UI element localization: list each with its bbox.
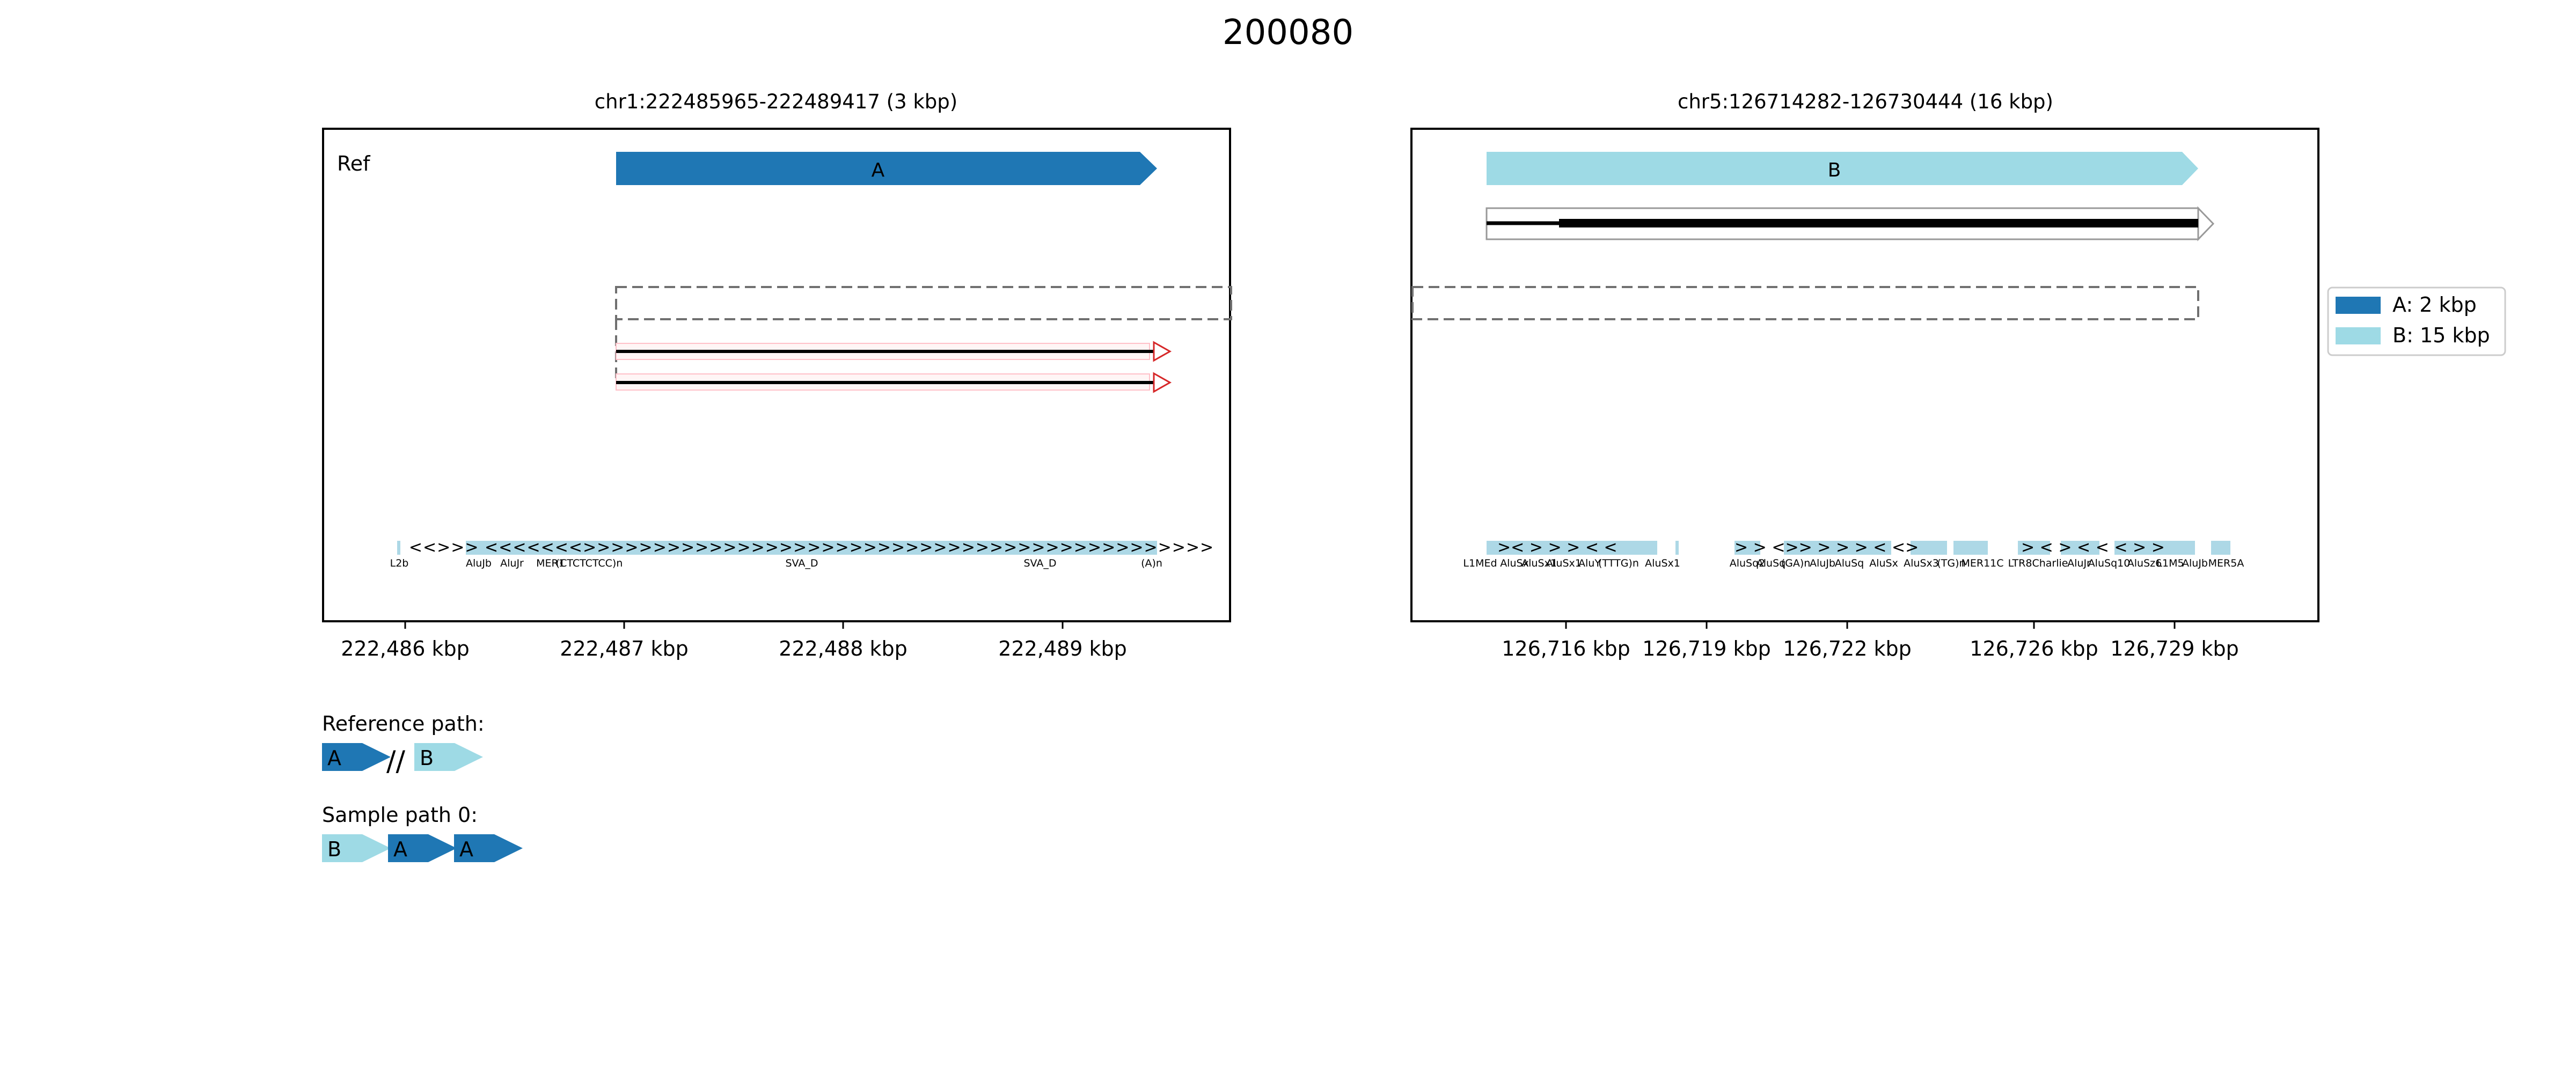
panel-1: Ref A <<>>> <<<<<<<>>>>>>>>>>>>>>>>>>>>>… [322, 128, 1232, 660]
repeat-label: (CTCTCTCC)n [556, 557, 623, 569]
svg-text:<<>>> <<<<<<<>>>>>>>>>>>>>>>>>: <<>>> <<<<<<<>>>>>>>>>>>>>>>>>>>>>>>>>>>… [409, 538, 1214, 557]
figure-title: 200080 [1223, 13, 1353, 53]
path-segment-b [414, 743, 483, 771]
axis-1 [404, 621, 1064, 629]
reference-path: Reference path: A // B [322, 712, 485, 777]
path-segment-label: A [393, 837, 407, 861]
path-segment-label: A [327, 746, 341, 770]
legend-swatch-b [2336, 327, 2381, 344]
path-segment-label: B [327, 837, 341, 861]
repeat-track-2: >< > > > < < > > <>> > > > < <> > < > < … [1463, 538, 2244, 569]
repeat-label: MER5A [2208, 557, 2244, 569]
tick-label: 222,487 kbp [560, 637, 688, 660]
repeat-label: AluSx1 [1521, 557, 1557, 569]
panel-1-title: chr1:222485965-222489417 (3 kbp) [595, 90, 957, 113]
tick-label: 222,488 kbp [779, 637, 907, 660]
segment-b-arrow [1487, 152, 2198, 185]
dashed-connection-box [615, 286, 1232, 320]
sample-path-0: Sample path 0: B A A [322, 803, 523, 862]
repeat-label: AluSx [1500, 557, 1529, 569]
tick-label: 222,489 kbp [998, 637, 1126, 660]
repeat-label: AluSx [1869, 557, 1898, 569]
path-segment-label: B [420, 746, 434, 770]
repeat-label: AluJb [466, 557, 492, 569]
legend-swatch-a [2336, 297, 2381, 314]
panel-2-title: chr5:126714282-126730444 (16 kbp) [1678, 90, 2053, 113]
tick-label: 126,722 kbp [1783, 637, 1911, 660]
svg-text:>< > > > < <: >< > > > < < [1497, 538, 1618, 557]
repeat-label: AluJr [2067, 557, 2091, 569]
repeat-label: AluSq [1757, 557, 1785, 569]
repeat-label: AluSz6 [2127, 557, 2162, 569]
repeat-label: (A)n [1141, 557, 1162, 569]
repeat-label: AluSq2 [1730, 557, 1766, 569]
read-b [1485, 206, 2215, 241]
repeat-label: MER1 [536, 557, 565, 569]
panel-2: B >< > > > < < > > <>> > > > < <> [1410, 128, 2319, 660]
repeat-label: LTR8 [2008, 557, 2032, 569]
svg-text:> > <>> > > > < <>: > > <>> > > > < <> [1735, 538, 1919, 557]
read-2 [616, 372, 1172, 393]
repeat-label: AluSq10 [2088, 557, 2131, 569]
axis-2 [1565, 621, 2176, 629]
repeat-track-1: <<>>> <<<<<<<>>>>>>>>>>>>>>>>>>>>>>>>>>>… [390, 538, 1214, 569]
legend-label-a: A: 2 kbp [2392, 293, 2477, 317]
repeat-label: AluJb [1810, 557, 1835, 569]
tick-label: 126,716 kbp [1502, 637, 1630, 660]
repeat-label: AluJb [2182, 557, 2208, 569]
path-segment-b [322, 834, 391, 862]
repeat-label: AluSx1 [1546, 557, 1582, 569]
path-segment-a [388, 834, 457, 862]
legend-label-b: B: 15 kbp [2392, 324, 2490, 347]
repeat-label: AluSx3 [1904, 557, 1939, 569]
repeat-label: AluJr [500, 557, 524, 569]
path-break-label: // [386, 745, 406, 777]
path-segment-a [322, 743, 391, 771]
read-1 [616, 341, 1172, 362]
segment-a-arrow [616, 152, 1157, 185]
repeat-label: MER11C [1961, 557, 2003, 569]
sample-path-label: Sample path 0: [322, 803, 478, 827]
legend: A: 2 kbp B: 15 kbp [2327, 286, 2506, 356]
path-segment-a [454, 834, 523, 862]
repeat-label: (GA)n [1781, 557, 1811, 569]
tick-label: 126,729 kbp [2110, 637, 2238, 660]
repeat-label: AluSq [1835, 557, 1864, 569]
repeat-label: AluSx1 [1645, 557, 1680, 569]
repeat-label: L1MEd [1463, 557, 1497, 569]
repeat-label: SVA_D [786, 557, 818, 569]
panel-1-frame [322, 128, 1231, 622]
tick-label: 126,719 kbp [1642, 637, 1770, 660]
tick-label: 126,726 kbp [1970, 637, 2098, 660]
repeat-label: L2b [390, 557, 409, 569]
repeat-label: L1M5 [2156, 557, 2184, 569]
tick-label: 222,486 kbp [341, 637, 469, 660]
svg-text:> < > < < < > >: > < > < < < > > [2021, 538, 2165, 557]
segment-a-label: A [872, 159, 885, 181]
reference-path-label: Reference path: [322, 712, 485, 736]
repeat-label: Charlie [2032, 557, 2068, 569]
path-segment-label: A [459, 837, 473, 861]
panel-2-frame [1410, 128, 2319, 622]
repeat-label: (TTTG)n [1598, 557, 1639, 569]
dashed-connection-box [1411, 286, 2199, 320]
repeat-label: (TG)n [1937, 557, 1965, 569]
repeat-label: SVA_D [1024, 557, 1057, 569]
repeat-label: AluY [1578, 557, 1601, 569]
ref-label: Ref [337, 152, 371, 175]
segment-b-label: B [1828, 159, 1841, 181]
